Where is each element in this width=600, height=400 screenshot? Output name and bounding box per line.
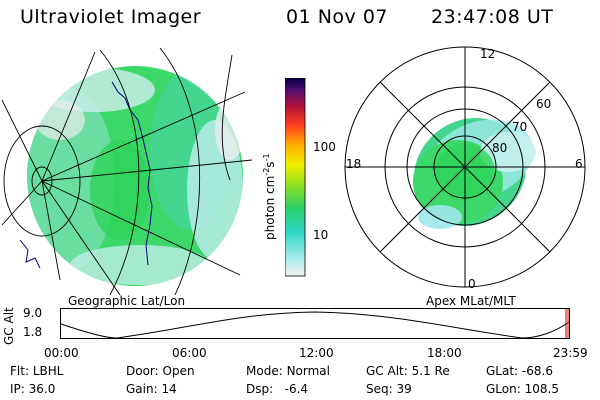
status-gc-alt: GC Alt: 5.1 Re [366,364,450,378]
colorbar-label: photon cm-2s-1 [262,153,277,240]
altitude-curve [60,311,570,339]
status-glat: GLat: -68.6 [486,364,553,378]
altitude-xtick-1200: 12:00 [299,346,334,360]
status-mode: Mode: Normal [246,364,330,378]
altitude-xtick-0600: 06:00 [172,346,207,360]
coastline-island [19,239,41,269]
altitude-xtick-1800: 18:00 [427,346,462,360]
altitude-xtick-0000: 00:00 [44,346,79,360]
colorbar-tick-10: 10 [313,228,329,242]
mlt-label-12: 12 [480,47,495,61]
altitude-xtick-2359: 23:59 [553,346,588,360]
status-gain: Gain: 14 [126,382,177,396]
mlt-label-18: 18 [346,157,361,171]
uv-image-geo [27,66,243,286]
colorbar [285,78,306,277]
polar-plot: 12 18 6 0 60 70 80 [344,46,586,291]
status-dsp: Dsp: -6.4 [246,382,309,396]
geo-caption: Geographic Lat/Lon [68,294,186,308]
altitude-plot [60,308,570,339]
colorbar-tick-100: 100 [313,140,336,154]
polar-grid [344,46,586,288]
status-seq: Seq: 39 [366,382,412,396]
coastline [111,81,153,266]
status-ip: IP: 36.0 [10,382,56,396]
lat-lon-grid [1,47,253,295]
mlt-label-6: 6 [575,157,583,171]
mlat-label-80: 80 [492,141,507,155]
altitude-ylabel: GC Alt [2,307,16,345]
altitude-ytick-9: 9.0 [23,306,43,320]
polar-caption: Apex MLat/MLT [426,294,516,308]
status-glon: GLon: 108.5 [486,382,559,396]
status-door: Door: Open [126,364,195,378]
instrument-title: Ultraviolet Imager [20,6,202,28]
observation-date: 01 Nov 07 [286,6,389,28]
mlat-label-70: 70 [512,120,527,134]
mlat-label-60: 60 [536,97,551,111]
mlt-label-0: 0 [468,277,476,291]
observation-time: 23:47:08 UT [431,6,554,28]
geographic-map [1,47,253,295]
status-filter: Flt: LBHL [10,364,64,378]
altitude-ytick-1-8: 1.8 [23,325,43,339]
